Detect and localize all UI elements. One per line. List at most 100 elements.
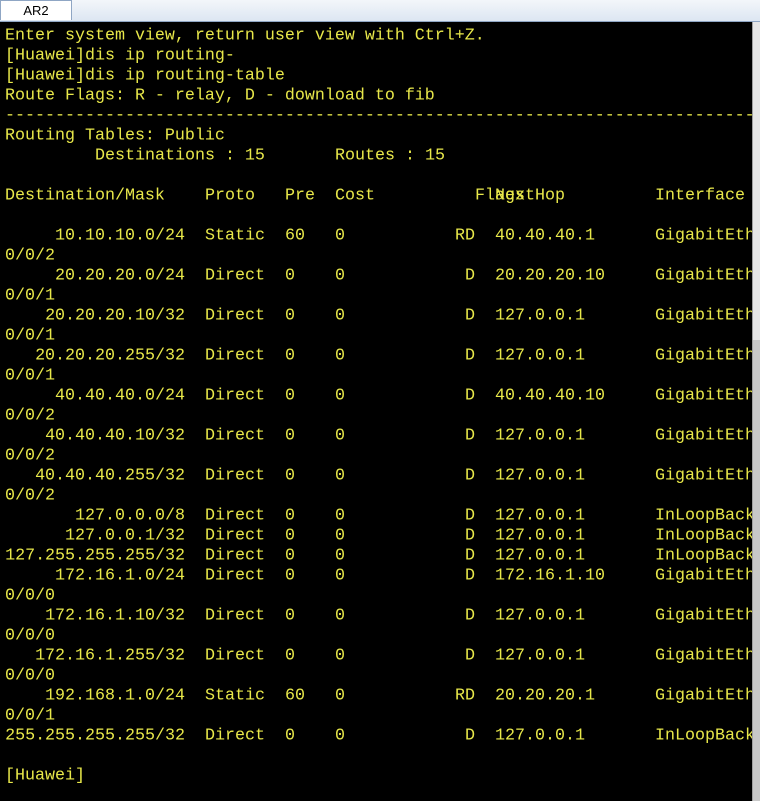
pre: 0	[285, 306, 295, 325]
cost: 0	[335, 466, 345, 485]
interface: GigabitEth	[655, 606, 752, 625]
table-title: Routing Tables: Public	[5, 126, 225, 145]
flags: D	[465, 606, 475, 625]
proto: Direct	[205, 726, 265, 745]
pre: 0	[285, 266, 295, 285]
interface-wrap: 0/0/0	[5, 666, 55, 685]
cost: 0	[335, 646, 345, 665]
summary: Routes : 15	[335, 146, 445, 165]
proto: Direct	[205, 386, 265, 405]
pre: 0	[285, 646, 295, 665]
nexthop: 40.40.40.10	[495, 386, 605, 405]
nexthop: 127.0.0.1	[495, 466, 585, 485]
interface-wrap: 0/0/2	[5, 406, 55, 425]
console-line: [Huawei]dis ip routing-	[5, 46, 235, 65]
flags: D	[465, 306, 475, 325]
interface-wrap: 0/0/0	[5, 586, 55, 605]
proto: Direct	[205, 646, 265, 665]
column-header: Interface	[655, 186, 745, 205]
proto: Direct	[205, 546, 265, 565]
prompt: [Huawei]	[5, 766, 85, 785]
cost: 0	[335, 526, 345, 545]
flags: D	[465, 646, 475, 665]
interface: GigabitEth	[655, 306, 752, 325]
pre: 0	[285, 426, 295, 445]
interface: GigabitEth	[655, 386, 752, 405]
cost: 0	[335, 346, 345, 365]
interface-wrap: 0/0/2	[5, 446, 55, 465]
flags: D	[465, 386, 475, 405]
nexthop: 127.0.0.1	[495, 506, 585, 525]
proto: Direct	[205, 606, 265, 625]
destination: 40.40.40.0/24	[55, 386, 185, 405]
cost: 0	[335, 226, 345, 245]
scrollbar[interactable]	[752, 22, 760, 801]
interface: InLoopBack	[655, 726, 752, 745]
column-header: Proto	[205, 186, 255, 205]
proto: Direct	[205, 306, 265, 325]
pre: 0	[285, 346, 295, 365]
interface: GigabitEth	[655, 346, 752, 365]
destination: 172.16.1.10/32	[45, 606, 185, 625]
console-line: [Huawei]dis ip routing-table	[5, 66, 285, 85]
pre: 0	[285, 606, 295, 625]
interface: InLoopBack	[655, 546, 752, 565]
proto: Direct	[205, 426, 265, 445]
interface: InLoopBack	[655, 506, 752, 525]
nexthop: 127.0.0.1	[495, 606, 585, 625]
column-header: Flags	[475, 186, 525, 205]
pre: 0	[285, 546, 295, 565]
flags: RD	[455, 686, 475, 705]
tab[interactable]: AR2	[0, 0, 72, 20]
interface-wrap: 0/0/1	[5, 326, 55, 345]
cost: 0	[335, 606, 345, 625]
interface: GigabitEth	[655, 566, 752, 585]
cost: 0	[335, 266, 345, 285]
nexthop: 127.0.0.1	[495, 306, 585, 325]
separator: ----------------------------------------…	[5, 106, 752, 125]
column-header: Cost	[335, 186, 375, 205]
flags: D	[465, 526, 475, 545]
pre: 0	[285, 466, 295, 485]
interface: GigabitEth	[655, 686, 752, 705]
proto: Static	[205, 226, 265, 245]
proto: Direct	[205, 526, 265, 545]
interface: InLoopBack	[655, 526, 752, 545]
nexthop: 127.0.0.1	[495, 426, 585, 445]
pre: 0	[285, 726, 295, 745]
destination: 20.20.20.255/32	[35, 346, 185, 365]
nexthop: 127.0.0.1	[495, 526, 585, 545]
flags: D	[465, 506, 475, 525]
scroll-thumb[interactable]	[753, 340, 760, 801]
nexthop: 127.0.0.1	[495, 646, 585, 665]
proto: Direct	[205, 566, 265, 585]
flags: D	[465, 546, 475, 565]
destination: 127.0.0.0/8	[75, 506, 185, 525]
flags: D	[465, 566, 475, 585]
pre: 0	[285, 526, 295, 545]
pre: 60	[285, 686, 305, 705]
destination: 172.16.1.255/32	[35, 646, 185, 665]
destination: 20.20.20.10/32	[45, 306, 185, 325]
destination: 40.40.40.255/32	[35, 466, 185, 485]
cost: 0	[335, 426, 345, 445]
destination: 127.0.0.1/32	[65, 526, 185, 545]
proto: Direct	[205, 346, 265, 365]
destination: 10.10.10.0/24	[55, 226, 185, 245]
destination: 127.255.255.255/32	[5, 546, 185, 565]
console-line: Route Flags: R - relay, D - download to …	[5, 86, 435, 105]
destination: 192.168.1.0/24	[45, 686, 185, 705]
nexthop: 20.20.20.1	[495, 686, 595, 705]
destination: 20.20.20.0/24	[55, 266, 185, 285]
interface-wrap: 0/0/2	[5, 486, 55, 505]
interface-wrap: 0/0/0	[5, 626, 55, 645]
destination: 172.16.1.0/24	[55, 566, 185, 585]
flags: RD	[455, 226, 475, 245]
nexthop: 127.0.0.1	[495, 726, 585, 745]
flags: D	[465, 426, 475, 445]
nexthop: 20.20.20.10	[495, 266, 605, 285]
pre: 0	[285, 506, 295, 525]
interface: GigabitEth	[655, 226, 752, 245]
destination: 255.255.255.255/32	[5, 726, 185, 745]
interface: GigabitEth	[655, 266, 752, 285]
